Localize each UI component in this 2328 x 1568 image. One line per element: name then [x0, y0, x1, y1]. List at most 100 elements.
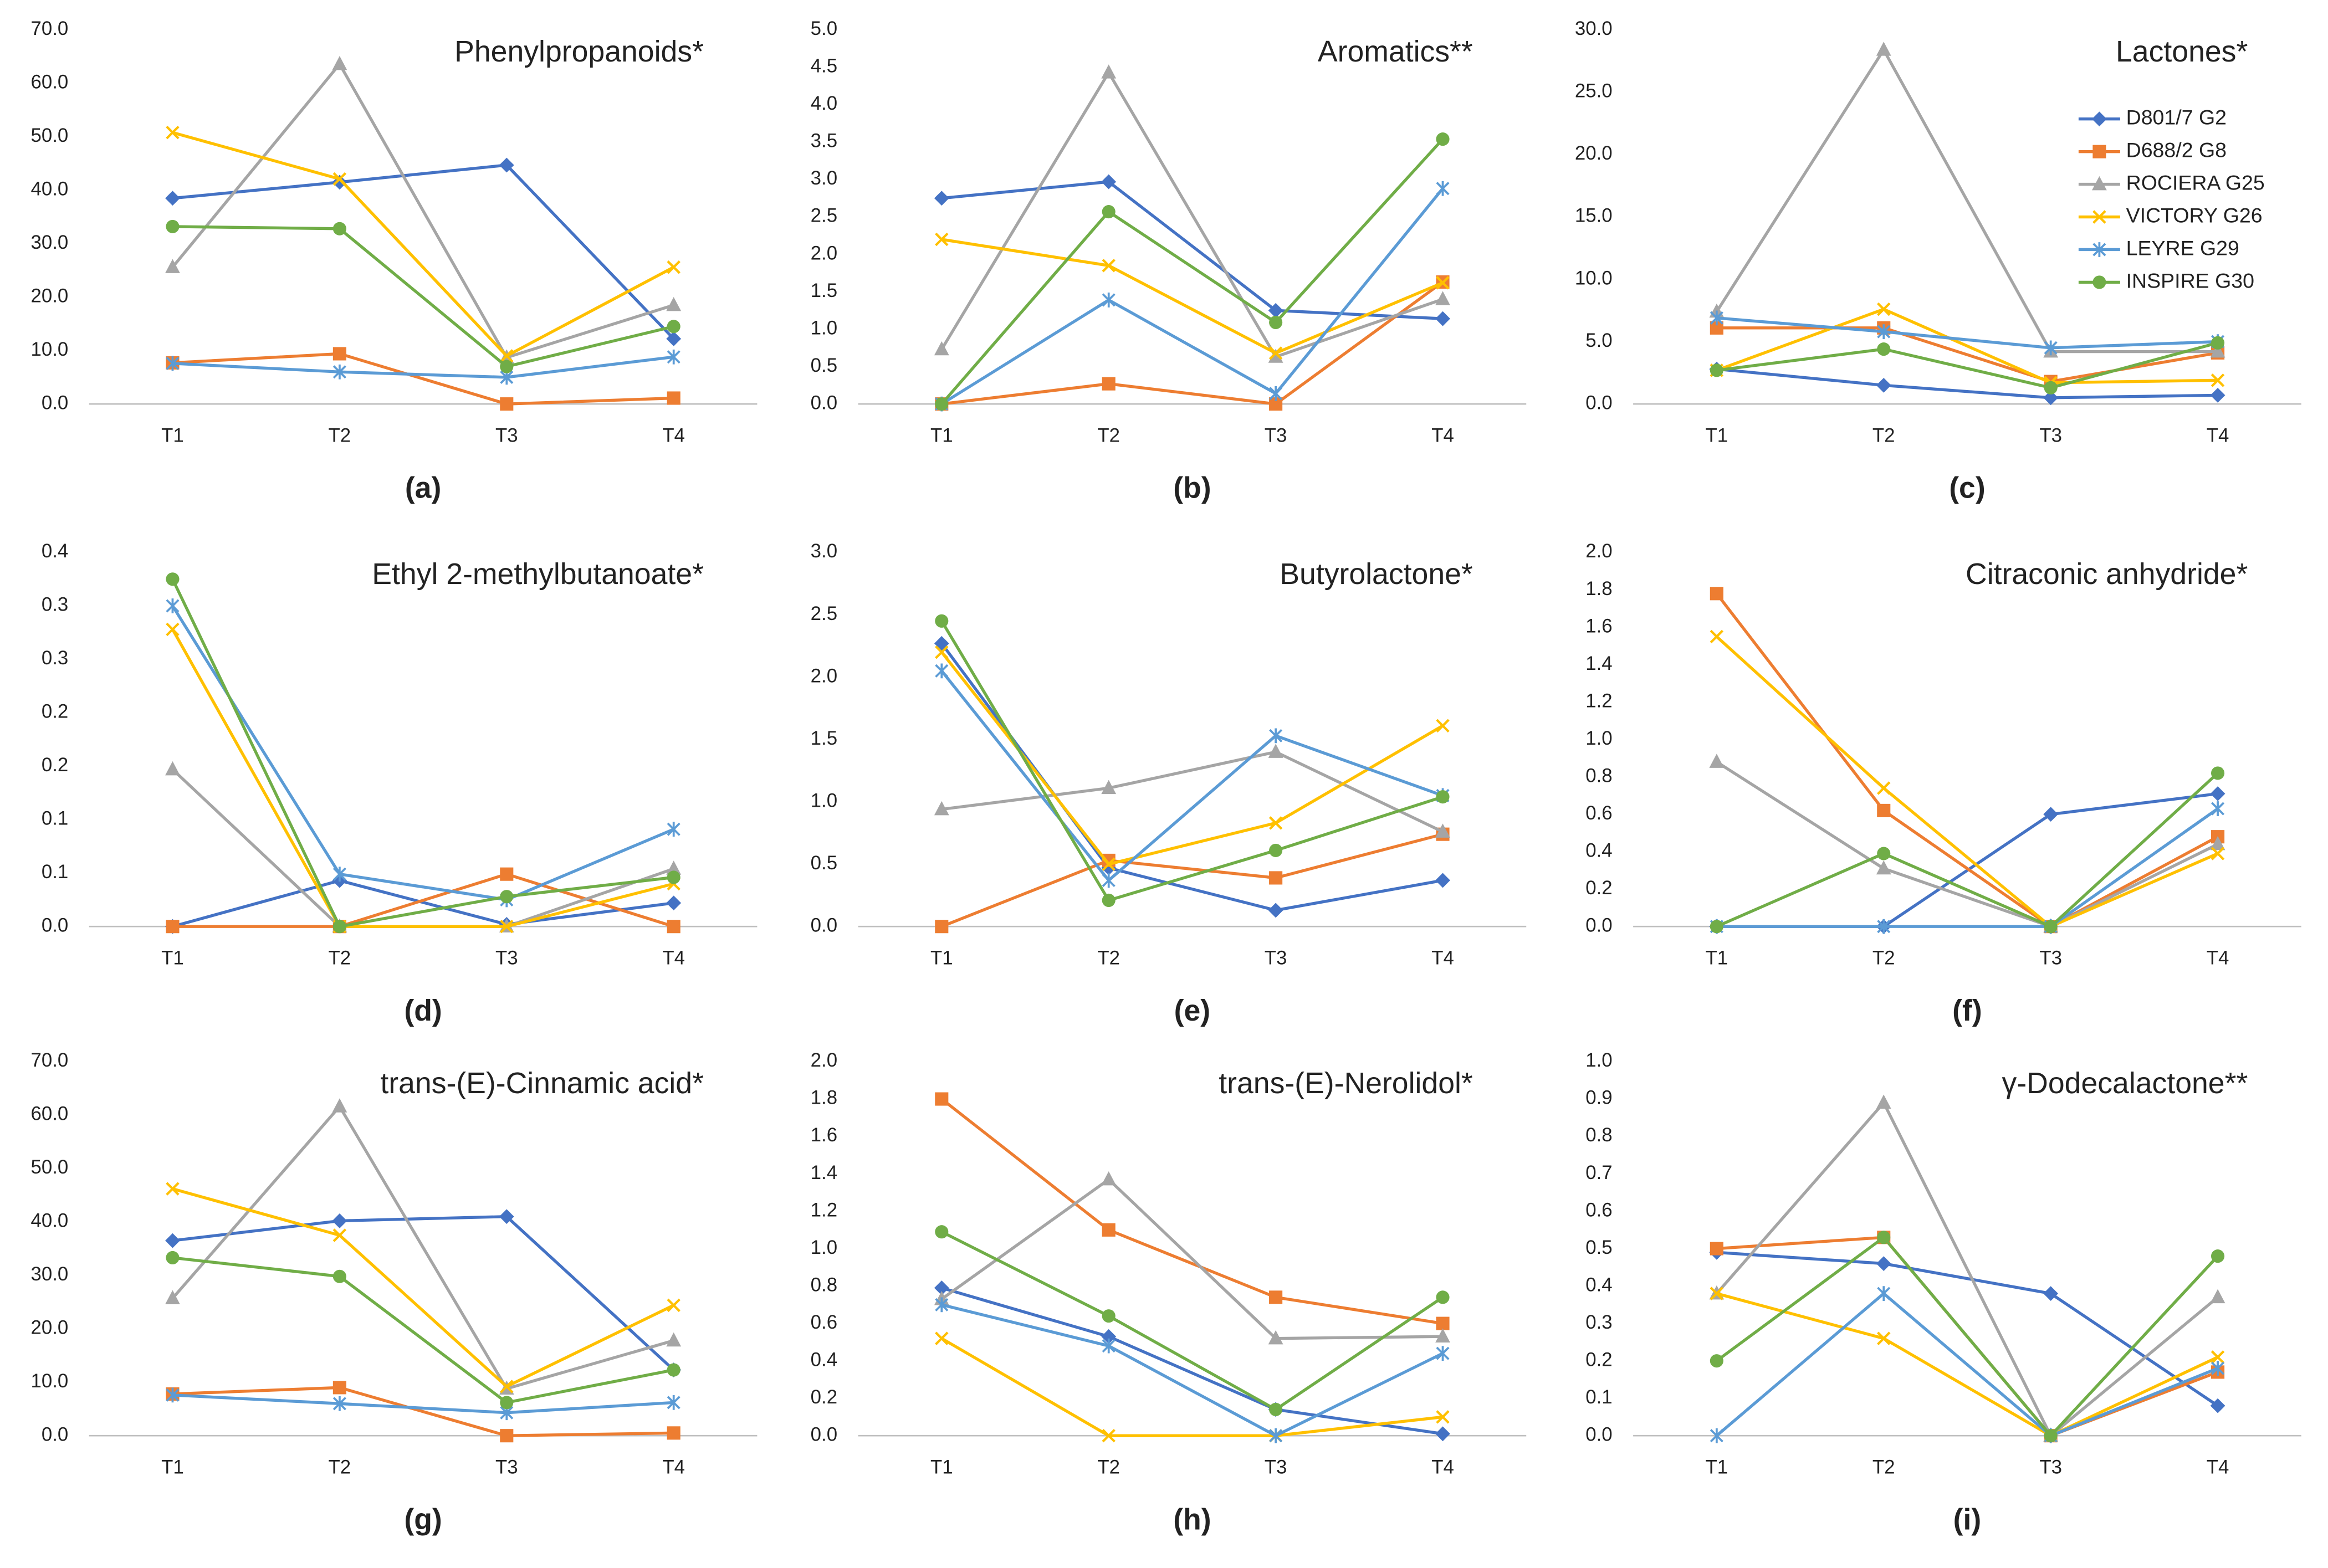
marker — [935, 645, 949, 659]
y-tick-label: 1.6 — [811, 1124, 837, 1146]
x-tick-label: T1 — [930, 424, 953, 446]
marker — [2211, 766, 2225, 780]
y-tick-label: 1.4 — [811, 1162, 837, 1183]
marker — [2092, 210, 2106, 224]
y-tick-label: 40.0 — [30, 1210, 68, 1232]
series-line — [172, 1393, 674, 1415]
series-line — [1716, 1292, 2219, 1438]
series-line — [1716, 1251, 2219, 1407]
y-tick-label: 0.0 — [42, 1423, 68, 1445]
marker — [165, 259, 180, 273]
marker — [1877, 803, 1891, 817]
legend-label: D801/7 G2 — [2126, 106, 2227, 129]
marker — [499, 157, 514, 173]
x-tick-label: T3 — [1265, 1456, 1287, 1478]
x-tick-label: T4 — [2207, 1456, 2229, 1478]
marker — [2211, 847, 2225, 860]
y-tick-label: 0.2 — [42, 754, 68, 776]
x-tick-label: T2 — [1097, 1456, 1120, 1478]
y-tick-label: 30.0 — [30, 232, 68, 253]
y-tick-label: 1.0 — [811, 317, 837, 339]
panel-label: (b) — [1173, 472, 1211, 505]
marker — [1710, 920, 1723, 934]
marker — [332, 347, 346, 361]
marker — [667, 320, 681, 334]
marker — [1268, 903, 1283, 918]
y-tick-label: 60.0 — [30, 71, 68, 93]
marker — [667, 1395, 681, 1410]
series-line — [941, 833, 1444, 928]
x-tick-label: T1 — [930, 1456, 953, 1478]
marker — [1269, 386, 1283, 401]
series-line — [940, 138, 1444, 405]
marker — [1435, 311, 1450, 326]
marker — [1101, 174, 1117, 189]
series-line — [172, 163, 675, 340]
y-tick-label: 0.5 — [811, 852, 837, 874]
y-tick-label: 0.5 — [811, 355, 837, 376]
marker — [1269, 315, 1283, 329]
marker — [2210, 343, 2225, 358]
y-tick-label: 0.6 — [1585, 802, 1612, 824]
y-tick-label: 2.0 — [811, 1049, 837, 1071]
y-tick-label: 2.0 — [1585, 540, 1612, 562]
marker — [1436, 1410, 1450, 1424]
series-line — [172, 1215, 675, 1371]
marker — [667, 870, 681, 884]
chart-title: Phenylpropanoids* — [454, 35, 704, 68]
x-tick-label: T1 — [1706, 1456, 1728, 1478]
marker — [1269, 728, 1283, 744]
marker — [1710, 1242, 1723, 1256]
marker — [332, 364, 346, 380]
y-tick-label: 10.0 — [1575, 267, 1613, 289]
marker — [1876, 377, 1891, 393]
marker — [1436, 276, 1450, 290]
marker — [1102, 377, 1116, 391]
series-line — [1716, 807, 2219, 928]
series-line — [172, 225, 674, 368]
series-line — [1716, 341, 2218, 390]
marker — [1435, 1426, 1450, 1442]
series-line — [941, 1286, 1443, 1436]
marker — [2043, 807, 2059, 822]
marker — [332, 1396, 346, 1411]
marker — [1436, 132, 1450, 146]
marker — [1877, 1286, 1891, 1301]
legend-label: ROCIERA G25 — [2126, 171, 2265, 194]
marker — [2210, 1289, 2225, 1304]
y-tick-label: 0.8 — [1585, 765, 1612, 786]
marker — [1709, 754, 1725, 768]
x-tick-label: T3 — [495, 1456, 518, 1478]
marker — [332, 920, 346, 934]
y-tick-label: 0.2 — [1585, 1349, 1612, 1370]
y-tick-label: 0.0 — [811, 392, 837, 413]
y-tick-label: 2.0 — [811, 242, 837, 264]
y-tick-label: 0.2 — [1585, 877, 1612, 899]
marker — [667, 1363, 681, 1377]
marker — [500, 1396, 514, 1410]
x-tick-label: T4 — [2207, 947, 2229, 969]
marker — [1877, 1231, 1891, 1244]
marker — [666, 296, 682, 311]
x-tick-label: T3 — [2039, 424, 2062, 446]
marker — [165, 191, 180, 206]
series-line — [1716, 326, 2218, 383]
y-tick-label: 1.0 — [811, 790, 837, 811]
x-tick-label: T3 — [1265, 947, 1287, 969]
marker — [935, 1092, 949, 1106]
marker — [1876, 860, 1891, 875]
y-tick-label: 0.0 — [1585, 392, 1612, 413]
x-tick-label: T3 — [2039, 1456, 2062, 1478]
marker — [934, 1280, 949, 1295]
marker — [1101, 64, 1117, 79]
marker — [934, 191, 949, 206]
x-tick-label: T4 — [662, 947, 685, 969]
marker — [1710, 1354, 1723, 1368]
x-tick-label: T2 — [329, 424, 351, 446]
series-line — [940, 69, 1444, 359]
x-tick-label: T4 — [1431, 1456, 1454, 1478]
legend-label: INSPIRE G30 — [2126, 269, 2254, 292]
chart-title: trans-(E)-Nerolidol* — [1219, 1067, 1473, 1100]
marker — [2044, 381, 2058, 394]
marker — [2211, 336, 2225, 350]
